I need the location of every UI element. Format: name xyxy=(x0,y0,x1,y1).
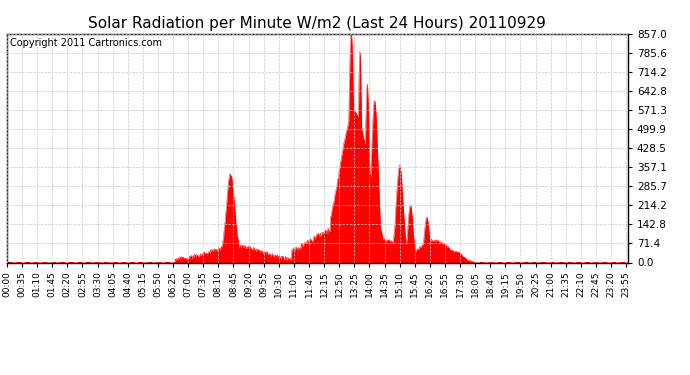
Text: Copyright 2011 Cartronics.com: Copyright 2011 Cartronics.com xyxy=(10,38,162,48)
Title: Solar Radiation per Minute W/m2 (Last 24 Hours) 20110929: Solar Radiation per Minute W/m2 (Last 24… xyxy=(88,16,546,31)
